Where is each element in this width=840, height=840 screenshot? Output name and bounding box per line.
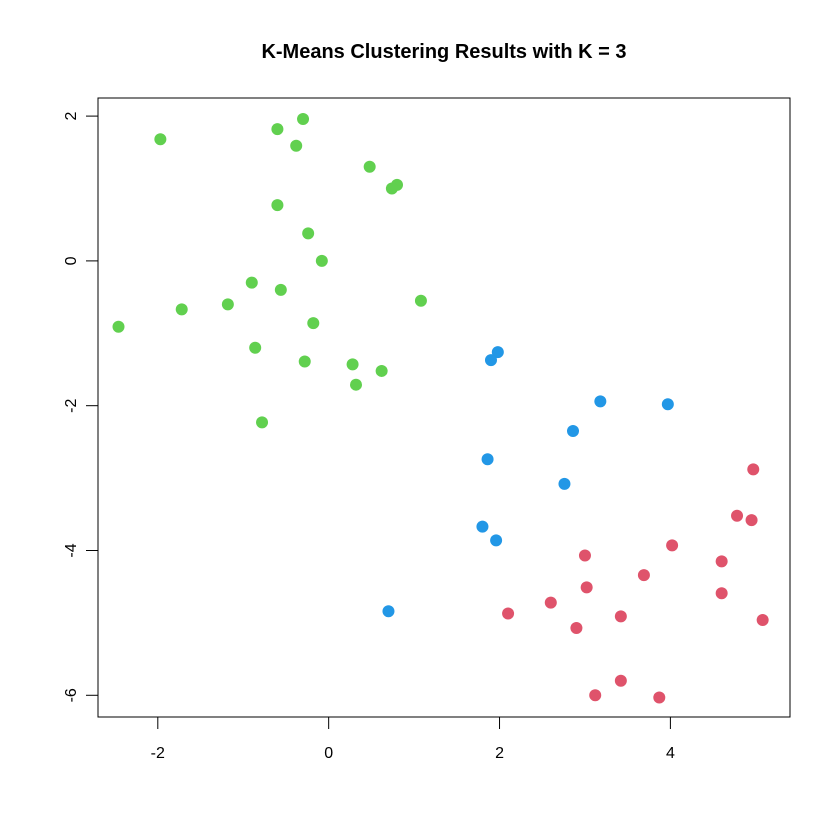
cluster-3-point: [614, 674, 627, 687]
plot-area-frame: [97, 97, 791, 718]
data-points: [112, 112, 769, 704]
cluster-2-point: [484, 354, 497, 367]
cluster-1-point: [350, 378, 363, 391]
y-tick-label: -2: [63, 398, 80, 412]
cluster-1-point: [297, 112, 310, 125]
cluster-2-point: [490, 534, 503, 547]
cluster-2-point: [594, 395, 607, 408]
cluster-1-point: [302, 227, 315, 240]
cluster-3-point: [544, 596, 557, 609]
cluster-3-point: [715, 587, 728, 600]
cluster-3-point: [578, 549, 591, 562]
cluster-3-point: [715, 555, 728, 568]
cluster-1-point: [271, 123, 284, 136]
cluster-1-point: [112, 320, 125, 333]
cluster-3-point: [756, 613, 769, 626]
cluster-1-point: [363, 160, 376, 173]
x-tick-label: 4: [666, 745, 675, 762]
cluster-1-point: [154, 133, 167, 146]
x-tick-label: -2: [151, 745, 165, 762]
cluster-3-point: [653, 691, 666, 704]
cluster-2-point: [476, 520, 489, 533]
cluster-2-point: [481, 453, 494, 466]
cluster-3-point: [747, 463, 760, 476]
cluster-2-point: [558, 477, 571, 490]
cluster-1-point: [274, 283, 287, 296]
cluster-3-point: [502, 607, 515, 620]
cluster-1-point: [271, 199, 284, 212]
cluster-1-point: [307, 317, 320, 330]
y-tick-label: -4: [63, 543, 80, 557]
cluster-1-point: [221, 298, 234, 311]
cluster-2-point: [661, 398, 674, 411]
cluster-3-point: [731, 509, 744, 522]
chart-title: K-Means Clustering Results with K = 3: [261, 41, 626, 63]
cluster-1-point: [249, 341, 262, 354]
cluster-1-point: [175, 303, 188, 316]
cluster-1-point: [245, 276, 258, 289]
cluster-3-point: [580, 581, 593, 594]
cluster-3-point: [570, 621, 583, 634]
cluster-3-point: [637, 569, 650, 582]
x-tick-label: 0: [324, 745, 333, 762]
cluster-1-point: [298, 355, 311, 368]
cluster-2-point: [382, 605, 395, 618]
y-tick-label: 2: [63, 112, 80, 121]
axes: -2 0 2 4 2 0 -2 -4 -6: [63, 112, 675, 762]
cluster-1-point: [256, 416, 269, 429]
cluster-1-point: [385, 182, 398, 195]
x-tick-label: 2: [495, 745, 504, 762]
cluster-3-point: [614, 610, 627, 623]
cluster-1-point: [346, 358, 359, 371]
cluster-1-point: [315, 254, 328, 267]
cluster-1-point: [290, 139, 303, 152]
cluster-2-point: [491, 346, 504, 359]
cluster-3-point: [745, 514, 758, 527]
cluster-1-point: [414, 294, 427, 307]
y-tick-label: 0: [63, 256, 80, 265]
y-tick-label: -6: [63, 688, 80, 702]
cluster-1-point: [375, 364, 388, 377]
cluster-2-point: [567, 425, 580, 438]
cluster-3-point: [589, 689, 602, 702]
cluster-3-point: [666, 539, 679, 552]
